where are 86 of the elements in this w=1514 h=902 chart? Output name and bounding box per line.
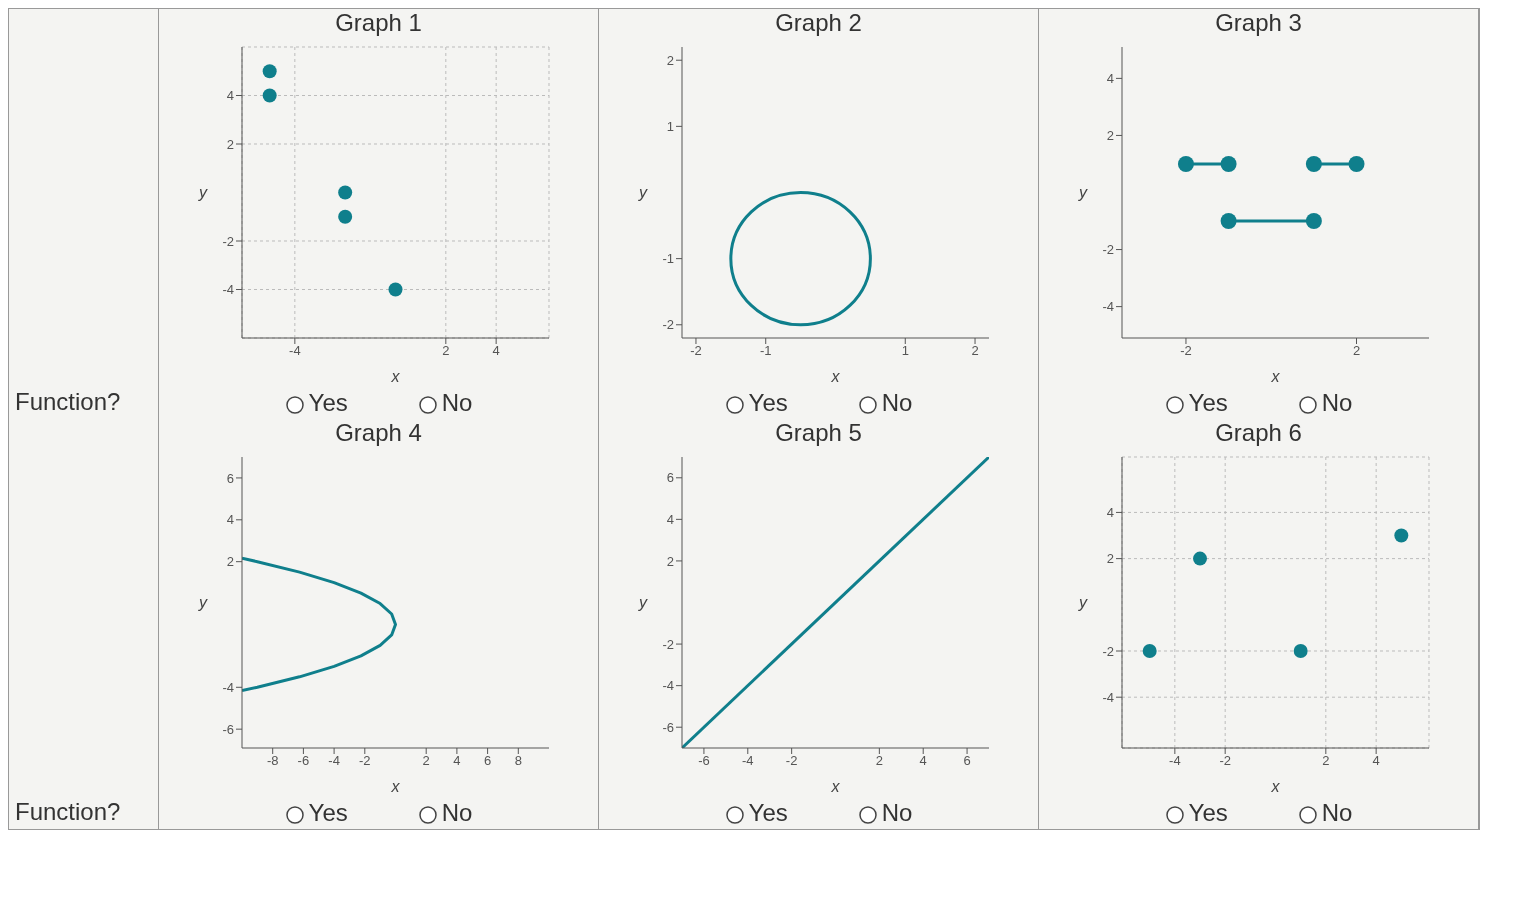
chart-title: Graph 2 bbox=[775, 9, 862, 38]
y-tick-label: -4 bbox=[221, 680, 234, 696]
x-tick-label: -6 bbox=[297, 753, 309, 769]
x-axis-title: x bbox=[1270, 778, 1280, 796]
y-tick-label: 2 bbox=[226, 554, 234, 570]
y-axis-title: y bbox=[197, 594, 208, 612]
x-tick-label: -4 bbox=[288, 343, 301, 359]
y-tick-label: 4 bbox=[1106, 71, 1114, 87]
y-tick-label: 2 bbox=[1106, 551, 1114, 567]
x-tick-label: -4 bbox=[741, 753, 754, 769]
y-axis-title: y bbox=[637, 594, 648, 612]
y-tick-label: -4 bbox=[1101, 689, 1114, 705]
text: Yes bbox=[747, 799, 788, 828]
y-tick-label: -2 bbox=[221, 233, 234, 249]
text: No bbox=[880, 799, 913, 828]
x-tick-label: -2 bbox=[785, 753, 797, 769]
text: Function? bbox=[15, 388, 121, 416]
y-tick-label: 2 bbox=[666, 52, 674, 68]
x-tick-label: -8 bbox=[266, 753, 278, 769]
y-axis-title: y bbox=[197, 184, 208, 202]
chart-title: Graph 4 bbox=[335, 419, 422, 448]
y-tick-label: 2 bbox=[666, 553, 674, 569]
x-tick-label: 2 bbox=[1321, 753, 1329, 769]
text: No bbox=[1320, 799, 1353, 828]
y-tick-label: -1 bbox=[661, 251, 674, 267]
x-tick-label: -2 bbox=[689, 343, 702, 359]
chart-title: Graph 5 bbox=[775, 419, 862, 448]
y-axis-title: y bbox=[637, 184, 648, 202]
text: Yes bbox=[747, 389, 788, 418]
chart-title: Graph 1 bbox=[335, 9, 422, 38]
text: No bbox=[1320, 389, 1353, 418]
text: Function? bbox=[15, 798, 121, 826]
y-tick-label: 6 bbox=[226, 470, 234, 486]
text: Yes bbox=[307, 799, 348, 828]
x-tick-label: 1 bbox=[901, 343, 909, 359]
y-tick-label: -4 bbox=[221, 282, 234, 298]
x-tick-label: -6 bbox=[697, 753, 710, 769]
y-tick-label: 6 bbox=[666, 470, 674, 486]
x-tick-label: -4 bbox=[1168, 753, 1181, 769]
x-tick-label: -2 bbox=[1218, 753, 1231, 769]
y-tick-label: -6 bbox=[661, 719, 674, 735]
chart-title: Graph 3 bbox=[1215, 9, 1302, 38]
x-tick-label: -2 bbox=[358, 753, 371, 769]
y-tick-label: -2 bbox=[661, 317, 674, 333]
x-tick-label: 6 bbox=[962, 753, 971, 769]
text: Yes bbox=[1187, 799, 1228, 828]
text: Yes bbox=[1187, 389, 1228, 418]
y-tick-label: -2 bbox=[1101, 242, 1114, 258]
chart-title: Graph 6 bbox=[1215, 419, 1302, 448]
x-tick-label: -4 bbox=[327, 753, 340, 769]
x-tick-label: 4 bbox=[452, 753, 461, 769]
x-tick-label: -2 bbox=[1179, 343, 1192, 359]
y-tick-label: 4 bbox=[1106, 505, 1114, 521]
y-axis-title: y bbox=[1077, 184, 1088, 202]
y-tick-label: 4 bbox=[226, 512, 234, 528]
x-tick-label: -1 bbox=[759, 343, 772, 359]
text: No bbox=[440, 389, 473, 418]
y-tick-label: 2 bbox=[1106, 128, 1114, 144]
x-tick-label: 4 bbox=[1372, 753, 1380, 769]
x-tick-label: 6 bbox=[483, 753, 491, 769]
x-tick-label: 2 bbox=[441, 343, 449, 359]
x-tick-label: 2 bbox=[970, 343, 979, 359]
y-tick-label: -2 bbox=[1101, 643, 1114, 659]
x-axis-title: x bbox=[830, 368, 840, 386]
x-tick-label: 4 bbox=[919, 753, 927, 769]
x-tick-label: 2 bbox=[1352, 343, 1360, 359]
x-axis-title: x bbox=[390, 368, 400, 386]
text: No bbox=[440, 799, 473, 828]
y-tick-label: -2 bbox=[661, 636, 674, 652]
x-axis-title: x bbox=[390, 778, 400, 796]
x-tick-label: 2 bbox=[875, 753, 883, 769]
text: No bbox=[880, 389, 913, 418]
y-tick-label: -6 bbox=[221, 721, 234, 737]
x-axis-title: x bbox=[830, 778, 840, 796]
y-tick-label: -4 bbox=[661, 678, 674, 694]
y-tick-label: 4 bbox=[226, 88, 234, 104]
y-tick-label: 2 bbox=[226, 136, 234, 152]
y-tick-label: -4 bbox=[1101, 299, 1114, 315]
text: Yes bbox=[307, 389, 348, 418]
x-tick-label: 8 bbox=[514, 753, 522, 769]
y-tick-label: 4 bbox=[666, 512, 674, 528]
x-tick-label: 4 bbox=[492, 343, 500, 359]
y-axis-title: y bbox=[1077, 594, 1088, 612]
x-axis-title: x bbox=[1270, 368, 1280, 386]
y-tick-label: 1 bbox=[666, 119, 674, 135]
x-tick-label: 2 bbox=[422, 753, 430, 769]
